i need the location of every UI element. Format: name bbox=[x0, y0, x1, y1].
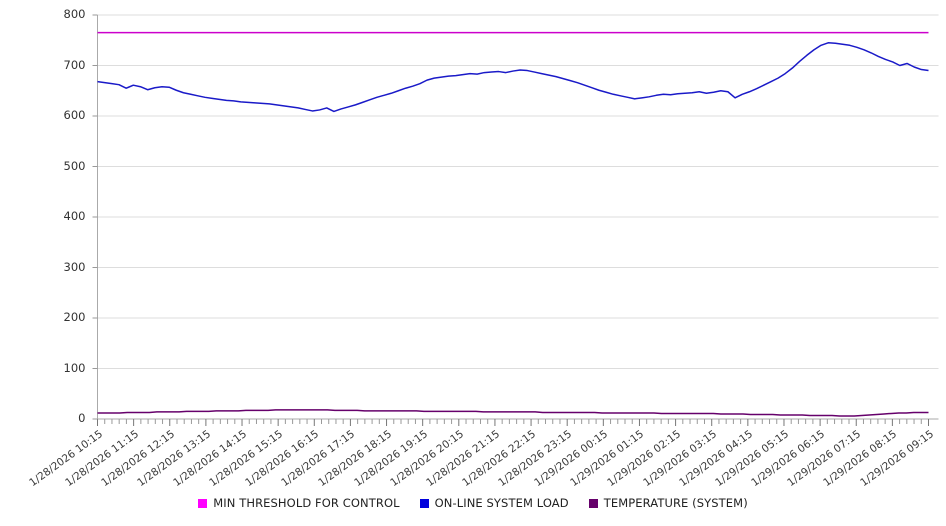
y-axis-tick-label: 100 bbox=[63, 360, 86, 375]
data-series-lines bbox=[97, 31, 929, 417]
legend-color-swatch bbox=[198, 498, 208, 508]
legend-item[interactable]: MIN THRESHOLD FOR CONTROL bbox=[198, 496, 400, 510]
chart-legend: MIN THRESHOLD FOR CONTROL ON-LINE SYSTEM … bbox=[0, 496, 946, 510]
gridlines bbox=[97, 14, 939, 420]
x-axis-tick-marks bbox=[97, 419, 929, 426]
legend-label: ON-LINE SYSTEM LOAD bbox=[434, 496, 569, 510]
y-axis-tick-label: 0 bbox=[78, 411, 86, 425]
y-axis-tick-label: 800 bbox=[63, 7, 86, 21]
y-axis-tick-label: 700 bbox=[63, 57, 86, 72]
series-line-1 bbox=[97, 42, 929, 113]
legend-item[interactable]: TEMPERATURE (SYSTEM) bbox=[588, 496, 748, 510]
legend-label: TEMPERATURE (SYSTEM) bbox=[603, 496, 748, 510]
legend-item[interactable]: ON-LINE SYSTEM LOAD bbox=[419, 496, 569, 510]
y-axis-tick-label: 600 bbox=[63, 108, 86, 122]
legend-color-swatch bbox=[588, 498, 598, 508]
series-line-2 bbox=[97, 409, 929, 417]
y-axis-tick-label: 200 bbox=[63, 310, 86, 324]
y-axis-tick-marks bbox=[92, 14, 98, 420]
y-axis-tick-label: 300 bbox=[63, 259, 86, 274]
y-axis-tick-label: 500 bbox=[63, 158, 86, 173]
legend-label: MIN THRESHOLD FOR CONTROL bbox=[213, 496, 400, 510]
legend-color-swatch bbox=[419, 498, 429, 508]
y-axis-tick-label: 400 bbox=[63, 209, 86, 223]
